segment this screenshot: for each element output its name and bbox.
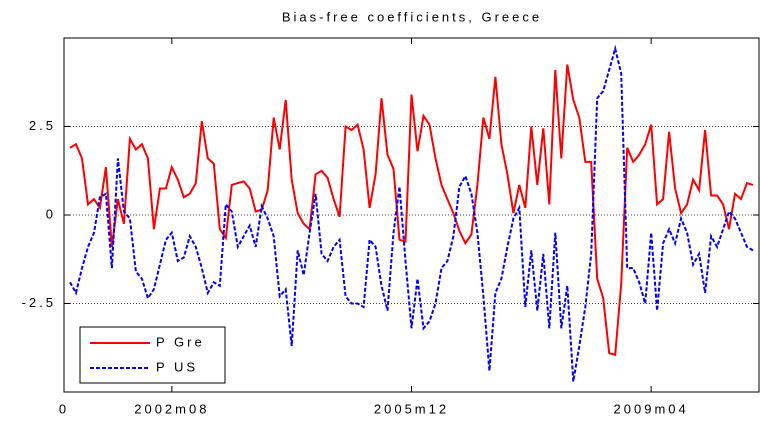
x-tick-label: 2009m04: [614, 401, 689, 416]
legend-label: P US: [156, 359, 198, 374]
y-tick-label: 0: [46, 206, 56, 221]
series-line: [69, 44, 754, 382]
y-tick-label: -2.5: [22, 295, 56, 310]
x-tick-label: 2002m08: [134, 401, 209, 416]
x-tick-label: 2005m12: [374, 401, 449, 416]
plot-frame: [63, 37, 760, 393]
series-line: [69, 64, 754, 357]
x-tick-label: 0: [59, 401, 69, 416]
y-tick-label: 2.5: [29, 118, 56, 133]
chart-title: Bias-free coefficients, Greece: [282, 9, 542, 24]
legend-box: [79, 326, 226, 384]
legend-label: P Gre: [156, 334, 205, 349]
